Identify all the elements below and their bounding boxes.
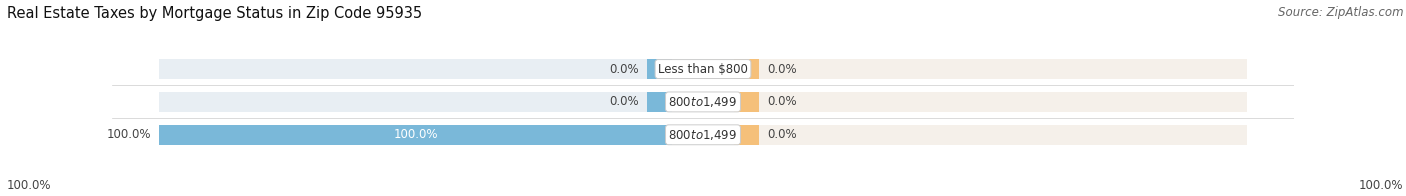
Text: Real Estate Taxes by Mortgage Status in Zip Code 95935: Real Estate Taxes by Mortgage Status in … — [7, 6, 422, 21]
Bar — [734, 125, 759, 145]
Bar — [159, 92, 703, 112]
Text: $800 to $1,499: $800 to $1,499 — [668, 95, 738, 109]
Text: Source: ZipAtlas.com: Source: ZipAtlas.com — [1278, 6, 1403, 19]
Text: 0.0%: 0.0% — [609, 95, 638, 108]
Bar — [647, 59, 672, 79]
Bar — [159, 125, 703, 145]
Text: 100.0%: 100.0% — [107, 128, 150, 141]
Text: 0.0%: 0.0% — [768, 128, 797, 141]
Bar — [647, 92, 672, 112]
Bar — [159, 125, 672, 145]
Text: 100.0%: 100.0% — [7, 179, 52, 192]
Text: $800 to $1,499: $800 to $1,499 — [668, 128, 738, 142]
Text: 0.0%: 0.0% — [768, 63, 797, 75]
Text: 100.0%: 100.0% — [394, 128, 437, 141]
Bar — [703, 92, 1247, 112]
Text: 0.0%: 0.0% — [768, 95, 797, 108]
Bar — [159, 59, 703, 79]
Bar — [734, 59, 759, 79]
Bar — [703, 125, 1247, 145]
Text: 0.0%: 0.0% — [609, 63, 638, 75]
Text: Less than $800: Less than $800 — [658, 63, 748, 75]
Text: 100.0%: 100.0% — [1358, 179, 1403, 192]
Bar — [703, 59, 1247, 79]
Bar — [734, 92, 759, 112]
